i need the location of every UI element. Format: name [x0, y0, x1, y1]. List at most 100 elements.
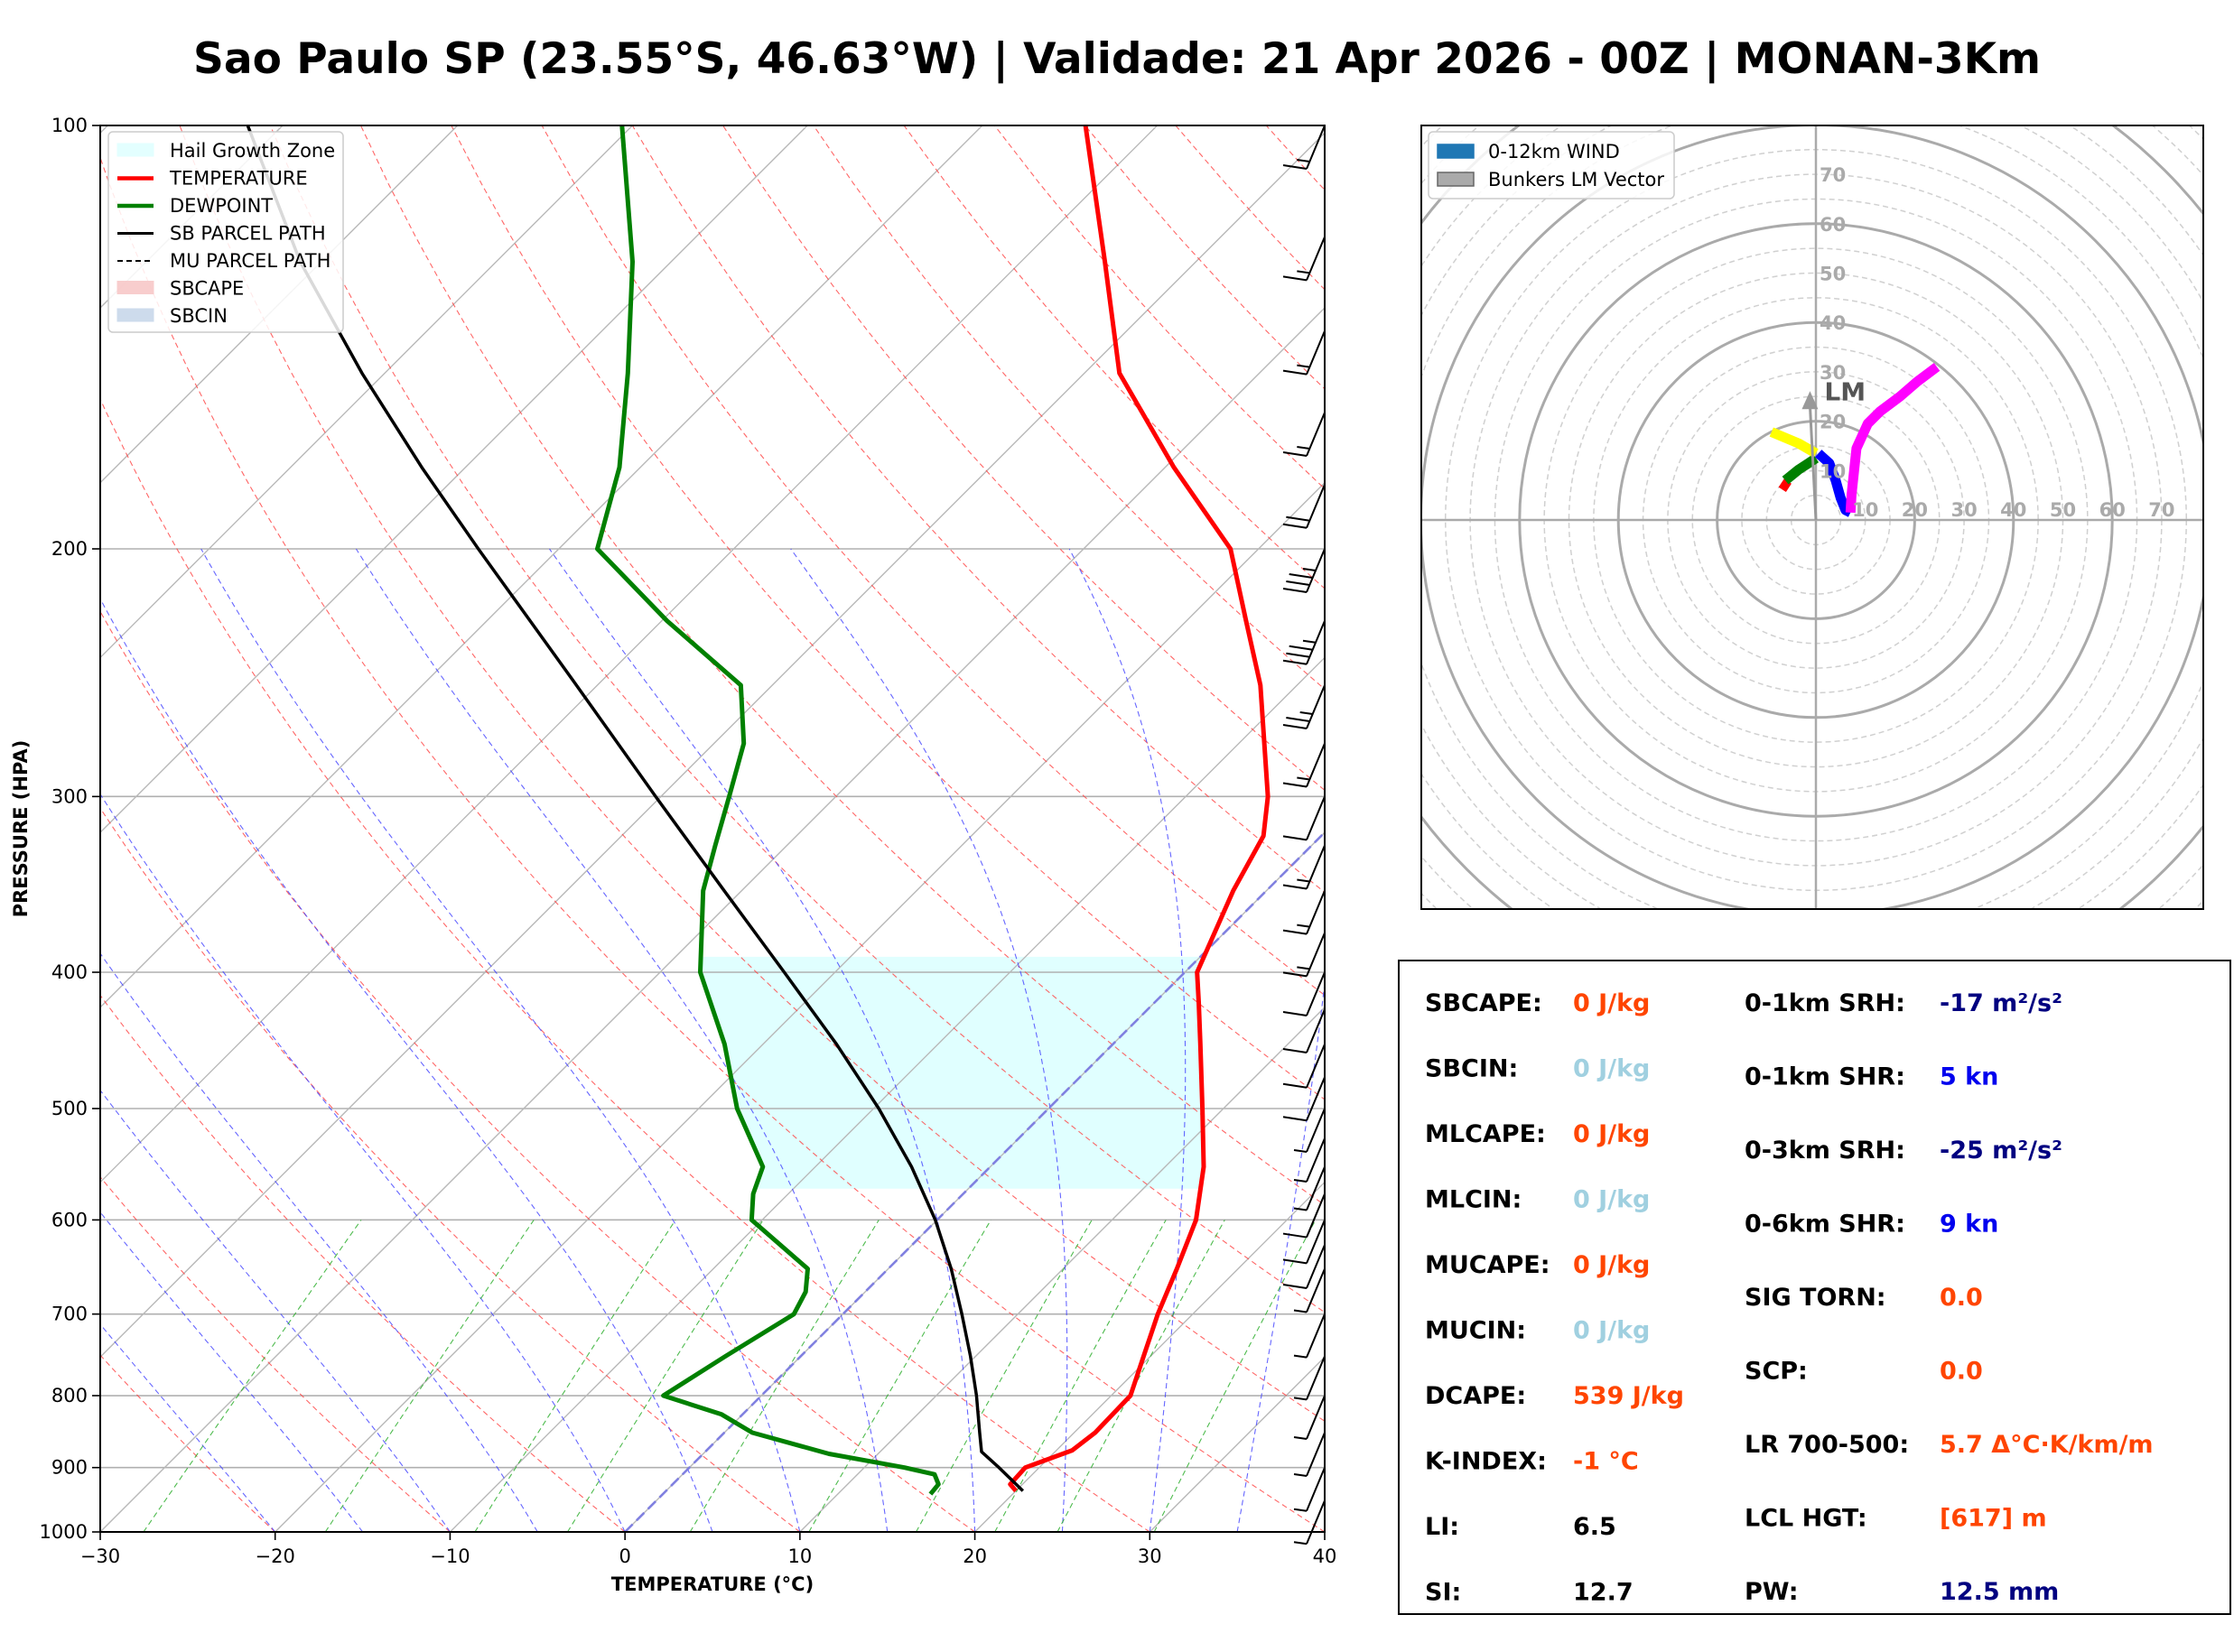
y-axis-label: PRESSURE (HPA)	[10, 740, 32, 918]
wind-barb	[1282, 932, 1326, 978]
ring-label-u: 50	[2050, 499, 2076, 521]
ring-label-v: 50	[1820, 264, 1846, 285]
dewpoint-line	[595, 125, 941, 1496]
ring-label-v: 40	[1820, 312, 1846, 334]
moist-adiabat	[1236, 979, 1325, 1532]
wind-barb	[1282, 743, 1326, 788]
dry-adiabat	[631, 125, 1325, 894]
legend-label: SBCIN	[170, 305, 228, 327]
wind-barb	[1293, 1499, 1326, 1545]
mixing-ratio-line	[143, 1220, 362, 1532]
mixing-ratio-line	[916, 1220, 1093, 1532]
wind-barb	[1282, 484, 1326, 529]
index-row: 0-1km SHR: 5 kn	[1745, 1063, 1998, 1091]
isotherm-line	[100, 125, 808, 834]
x-tick-label: 0	[619, 1545, 630, 1567]
wind-barb	[1282, 1008, 1326, 1054]
wind-barb	[1293, 1355, 1326, 1401]
wind-barb	[1282, 548, 1326, 593]
wind-barb	[1282, 845, 1326, 890]
hodograph-legend-entry: Bunkers LM Vector	[1437, 169, 1664, 190]
hodograph-rings	[1224, 0, 2234, 1112]
hodograph-ring	[1421, 125, 2203, 909]
wind-barb	[1282, 330, 1326, 376]
ring-label-u: 10	[1852, 499, 1878, 521]
moist-adiabats	[100, 548, 1325, 1532]
index-row: SI: 12.7	[1425, 1579, 1634, 1607]
hodograph-series: LM	[1769, 362, 1941, 521]
index-row: MUCIN: 0 J/kg	[1425, 1317, 1650, 1345]
y-tick-label: 800	[51, 1385, 88, 1406]
index-label: K-INDEX:	[1425, 1448, 1547, 1476]
ring-label-u: 60	[2099, 499, 2126, 521]
x-tick-label: 20	[963, 1545, 987, 1567]
dry-adiabat	[100, 1175, 451, 1532]
mixing-ratio-line	[994, 1220, 1167, 1532]
x-axis-label: TEMPERATURE (°C)	[611, 1573, 814, 1595]
skewt-plot-area	[100, 125, 1325, 1532]
index-label: SBCIN:	[1425, 1055, 1518, 1083]
ring-label-v: 20	[1820, 412, 1846, 433]
wind-barbs	[1282, 125, 1326, 1545]
index-label: 0-3km SRH:	[1745, 1137, 1905, 1165]
wind-barb	[1282, 1244, 1326, 1289]
hail-growth-zone	[700, 956, 1205, 1189]
x-tick-label: 10	[787, 1545, 812, 1567]
mixing-ratio-line	[808, 1220, 991, 1532]
dry-adiabats	[100, 125, 1325, 1532]
index-label: 0-1km SHR:	[1745, 1063, 1905, 1091]
dry-adiabat	[100, 397, 1150, 1532]
dry-adiabat	[269, 125, 1325, 1313]
mixing-ratio-line	[324, 1220, 535, 1532]
legend-entry: DEWPOINT	[117, 195, 273, 217]
hodograph-panel: LM 10 10 20 20 30 30 40 40 50 50 60 60 70 70 0-12km W…	[1224, 0, 2234, 1112]
index-value: 0 J/kg	[1573, 1317, 1650, 1345]
moist-adiabat	[100, 598, 713, 1532]
dry-adiabat	[100, 610, 975, 1532]
isotherm-line	[974, 1181, 1325, 1532]
hodograph-plot-area: LM	[1224, 0, 2234, 1112]
wind-barb	[1293, 1108, 1326, 1153]
legend-entry: SBCIN	[116, 305, 228, 327]
hail-growth-zone-layer	[700, 956, 1205, 1189]
skewt-axis-ticks: −30 −20 −10 0 10 20 30 40 1000 900 800 700 600 500 400…	[40, 115, 1337, 1567]
index-label: PW:	[1745, 1578, 1799, 1606]
sounding-series	[246, 125, 1271, 1496]
moist-adiabat	[200, 548, 801, 1532]
index-value: [617] m	[1940, 1505, 2047, 1533]
index-label: MLCIN:	[1425, 1186, 1522, 1214]
wind-barb	[1293, 1313, 1326, 1359]
legend-box	[107, 131, 344, 333]
wind-barb	[1282, 236, 1326, 282]
index-label: LR 700-500:	[1745, 1431, 1909, 1459]
index-value: 9 kn	[1940, 1211, 1998, 1239]
wind-barb	[1282, 1193, 1326, 1239]
hodograph-segment	[1778, 478, 1792, 492]
hodograph-ring	[1224, 0, 2234, 1112]
index-label: SCP:	[1745, 1358, 1808, 1386]
mixing-ratio-line	[1153, 1220, 1317, 1532]
dry-adiabat	[360, 125, 1325, 1206]
wind-barb	[1293, 1467, 1326, 1512]
index-label: SBCAPE:	[1425, 989, 1542, 1017]
index-value: 5 kn	[1940, 1063, 1998, 1091]
dry-adiabat	[100, 155, 1325, 1532]
dry-adiabat	[541, 125, 1325, 997]
mixing-ratio-line	[567, 1220, 764, 1532]
hodograph-legend-label: 0-12km WIND	[1488, 141, 1620, 162]
isotherm-line	[100, 125, 983, 1008]
ring-label-u: 70	[2148, 499, 2174, 521]
hodograph-segment	[1769, 427, 1819, 458]
hodograph-legend-entry: 0-12km WIND	[1437, 141, 1620, 162]
legend-entry: Hail Growth Zone	[116, 140, 335, 162]
dry-adiabat	[100, 994, 626, 1532]
index-label: LI:	[1425, 1513, 1459, 1541]
mixing-ratio-line	[689, 1220, 880, 1532]
index-value: 6.5	[1573, 1513, 1616, 1541]
moist-adiabat	[100, 793, 626, 1532]
hodograph-frame	[1420, 125, 2204, 910]
index-label: SIG TORN:	[1745, 1284, 1886, 1312]
legend-label: DEWPOINT	[170, 195, 273, 217]
